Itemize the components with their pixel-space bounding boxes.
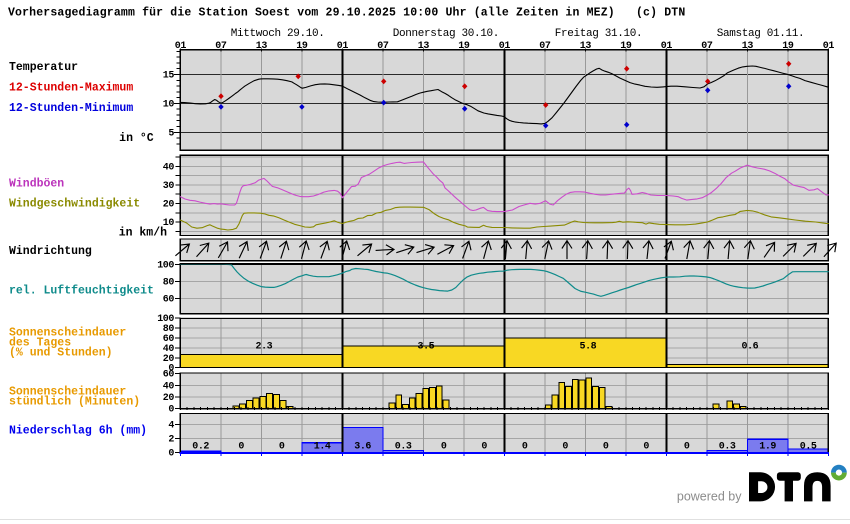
svg-text:Mittwoch 29.10.: Mittwoch 29.10. bbox=[231, 28, 325, 40]
svg-text:0: 0 bbox=[441, 442, 447, 453]
svg-text:12-Stunden-Maximum: 12-Stunden-Maximum bbox=[9, 82, 133, 95]
svg-text:07: 07 bbox=[377, 41, 389, 52]
svg-text:60: 60 bbox=[163, 334, 175, 345]
svg-text:100: 100 bbox=[157, 260, 174, 271]
svg-text:60: 60 bbox=[163, 370, 175, 381]
svg-text:3.6: 3.6 bbox=[354, 442, 371, 453]
svg-text:40: 40 bbox=[163, 381, 175, 392]
svg-text:10: 10 bbox=[163, 99, 175, 110]
svg-text:Temperatur: Temperatur bbox=[9, 61, 78, 74]
svg-text:01: 01 bbox=[499, 41, 511, 52]
svg-text:1.9: 1.9 bbox=[759, 442, 776, 453]
svg-text:80: 80 bbox=[163, 324, 175, 335]
svg-text:07: 07 bbox=[215, 41, 227, 52]
svg-text:19: 19 bbox=[620, 41, 632, 52]
svg-text:07: 07 bbox=[539, 41, 551, 52]
svg-text:20: 20 bbox=[163, 354, 175, 365]
svg-text:19: 19 bbox=[296, 41, 308, 52]
svg-text:01: 01 bbox=[337, 41, 349, 52]
svg-text:15: 15 bbox=[163, 71, 175, 82]
svg-text:19: 19 bbox=[458, 41, 470, 52]
svg-text:13: 13 bbox=[418, 41, 430, 52]
svg-text:1.4: 1.4 bbox=[314, 442, 331, 453]
svg-text:0.3: 0.3 bbox=[719, 442, 736, 453]
svg-text:30: 30 bbox=[163, 181, 175, 192]
svg-text:5.8: 5.8 bbox=[579, 342, 596, 353]
svg-text:13: 13 bbox=[580, 41, 592, 52]
svg-text:0.2: 0.2 bbox=[192, 442, 209, 453]
svg-text:Samstag 01.11.: Samstag 01.11. bbox=[717, 28, 805, 40]
svg-text:rel. Luftfeuchtigkeit: rel. Luftfeuchtigkeit bbox=[9, 285, 154, 298]
svg-text:60: 60 bbox=[163, 295, 175, 306]
svg-text:0: 0 bbox=[522, 442, 528, 453]
svg-text:13: 13 bbox=[742, 41, 754, 52]
svg-text:4: 4 bbox=[168, 421, 174, 432]
svg-text:40: 40 bbox=[163, 162, 175, 173]
svg-text:12-Stunden-Minimum: 12-Stunden-Minimum bbox=[9, 102, 133, 115]
svg-text:Windrichtung: Windrichtung bbox=[9, 245, 92, 258]
svg-text:10: 10 bbox=[163, 218, 175, 229]
svg-text:0.6: 0.6 bbox=[741, 342, 758, 353]
svg-text:des Tages: des Tages bbox=[9, 337, 71, 350]
svg-text:13: 13 bbox=[256, 41, 268, 52]
svg-text:01: 01 bbox=[175, 41, 187, 52]
svg-text:Donnerstag 30.10.: Donnerstag 30.10. bbox=[393, 28, 499, 40]
svg-text:01: 01 bbox=[661, 41, 673, 52]
svg-text:0: 0 bbox=[168, 449, 174, 460]
svg-text:01: 01 bbox=[823, 41, 835, 52]
svg-text:3.5: 3.5 bbox=[417, 342, 434, 353]
svg-text:0: 0 bbox=[168, 404, 174, 415]
svg-text:Niederschlag 6h (mm): Niederschlag 6h (mm) bbox=[9, 424, 147, 437]
svg-text:(% und Stunden): (% und Stunden) bbox=[9, 347, 113, 360]
svg-text:100: 100 bbox=[157, 314, 174, 325]
svg-text:2: 2 bbox=[168, 435, 174, 446]
svg-text:Windböen: Windböen bbox=[9, 177, 64, 190]
svg-text:stündlich (Minuten): stündlich (Minuten) bbox=[9, 396, 140, 409]
svg-text:0: 0 bbox=[279, 442, 285, 453]
svg-text:0.5: 0.5 bbox=[800, 442, 817, 453]
svg-text:Windgeschwindigkeit: Windgeschwindigkeit bbox=[9, 197, 140, 210]
svg-text:in °C: in °C bbox=[119, 132, 154, 145]
svg-text:Sonnenscheindauer: Sonnenscheindauer bbox=[9, 327, 126, 340]
svg-text:20: 20 bbox=[163, 393, 175, 404]
svg-text:Sonnenscheindauer: Sonnenscheindauer bbox=[9, 386, 126, 399]
svg-text:Vorhersagediagramm für die Sta: Vorhersagediagramm für die Station Soest… bbox=[8, 7, 685, 20]
svg-text:0: 0 bbox=[603, 442, 609, 453]
svg-text:in km/h: in km/h bbox=[119, 227, 167, 240]
svg-text:0: 0 bbox=[562, 442, 568, 453]
svg-text:80: 80 bbox=[163, 277, 175, 288]
svg-text:20: 20 bbox=[163, 200, 175, 211]
svg-text:0.3: 0.3 bbox=[395, 442, 412, 453]
svg-text:40: 40 bbox=[163, 344, 175, 355]
svg-text:0: 0 bbox=[238, 442, 244, 453]
svg-text:0: 0 bbox=[643, 442, 649, 453]
svg-text:19: 19 bbox=[782, 41, 794, 52]
svg-text:07: 07 bbox=[701, 41, 713, 52]
svg-text:0: 0 bbox=[684, 442, 690, 453]
svg-text:0: 0 bbox=[481, 442, 487, 453]
svg-text:powered by: powered by bbox=[677, 489, 742, 503]
svg-text:5: 5 bbox=[168, 128, 174, 139]
svg-text:0: 0 bbox=[168, 364, 174, 375]
svg-text:Freitag 31.10.: Freitag 31.10. bbox=[555, 28, 643, 40]
svg-text:2.3: 2.3 bbox=[255, 342, 272, 353]
